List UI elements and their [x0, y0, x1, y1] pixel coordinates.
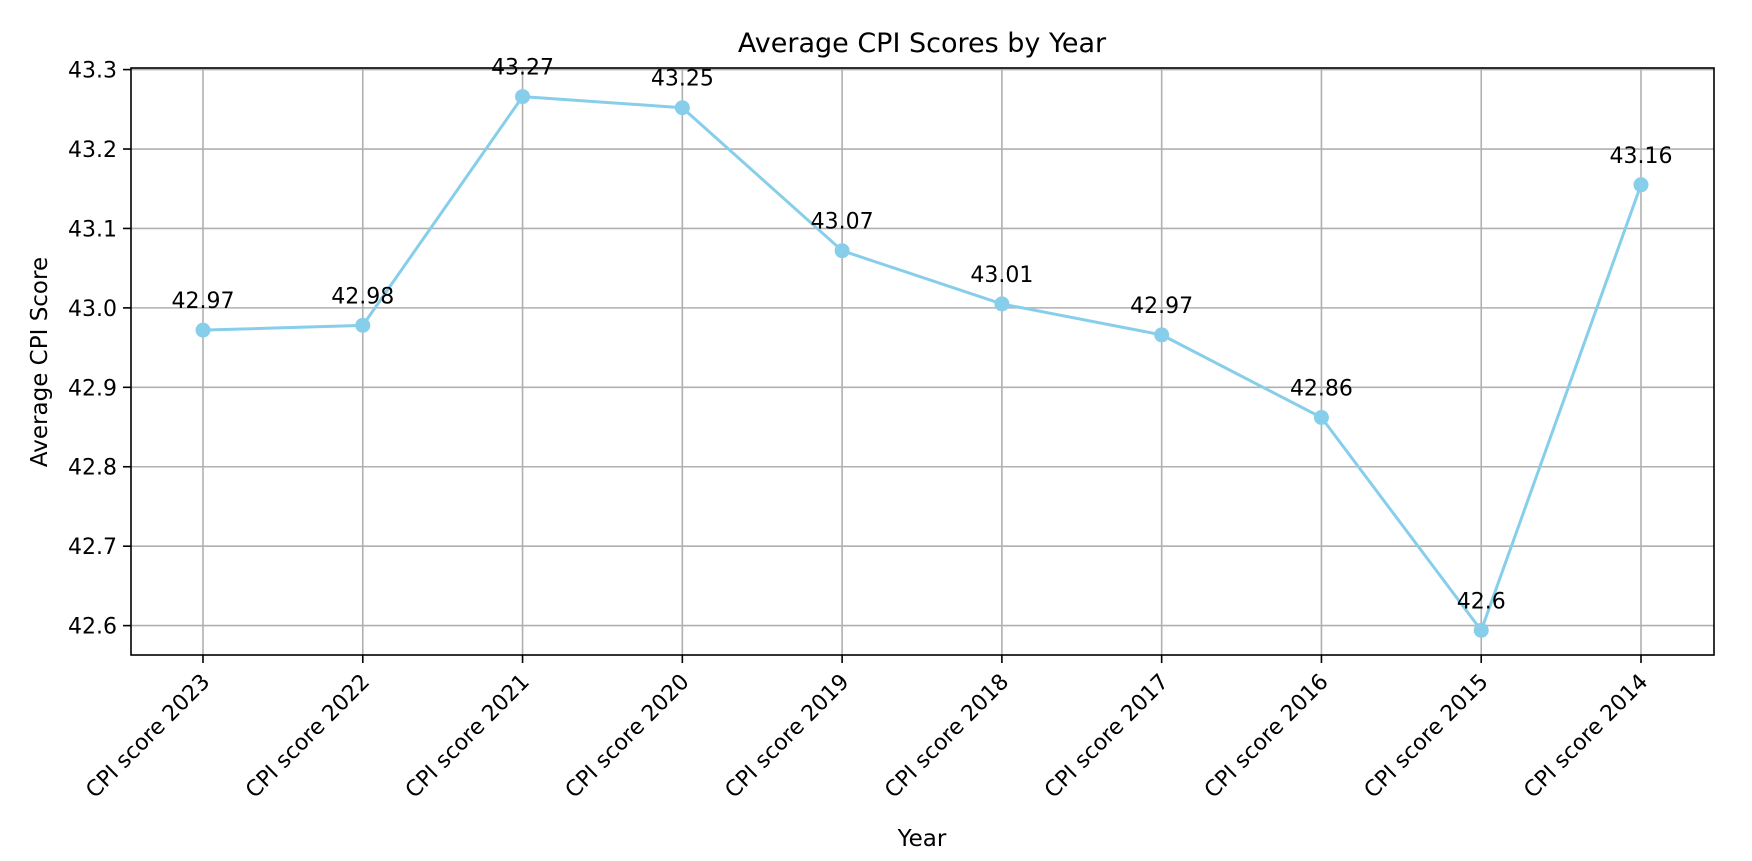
- y-axis: 42.6 42.7 42.8 42.9 43.0 43.1 43.2 43.3: [68, 59, 131, 640]
- data-point: [1633, 177, 1649, 193]
- horizontal-gridlines: [131, 68, 1714, 627]
- data-label: 42.98: [331, 284, 394, 309]
- data-label: 43.25: [651, 67, 714, 92]
- y-tick-label: 42.6: [68, 615, 117, 640]
- data-point: [994, 296, 1010, 312]
- data-label: 43.01: [970, 263, 1033, 288]
- data-point: [515, 89, 531, 105]
- y-tick-label: 42.8: [68, 456, 117, 481]
- plot-frame: [130, 67, 1715, 656]
- y-tick-label: 42.7: [68, 535, 117, 560]
- data-point: [1313, 409, 1329, 425]
- data-point: [674, 100, 690, 116]
- y-tick-label: 43.3: [68, 59, 117, 84]
- data-point: [1154, 327, 1170, 343]
- x-axis-title: Year: [897, 826, 947, 852]
- y-tick-label: 43.0: [68, 297, 117, 322]
- plot-background: [131, 68, 1714, 655]
- data-point: [834, 243, 850, 259]
- data-label: 42.86: [1290, 376, 1353, 401]
- chart-title: Average CPI Scores by Year: [738, 28, 1107, 59]
- data-label: 42.97: [1130, 294, 1193, 319]
- data-label: 42.6: [1457, 589, 1506, 614]
- y-axis-title: Average CPI Score: [27, 257, 53, 467]
- series-average-cpi: [195, 89, 1649, 638]
- y-tick-label: 43.2: [68, 138, 117, 163]
- data-point: [195, 322, 211, 338]
- data-label: 42.97: [172, 289, 235, 314]
- series-line: [202, 95, 1643, 632]
- data-point: [1473, 622, 1489, 638]
- y-tick-label: 43.1: [68, 217, 117, 242]
- data-label: 43.07: [811, 210, 874, 235]
- vertical-gridlines: [202, 68, 1642, 655]
- data-point: [355, 317, 371, 333]
- data-label: 43.16: [1610, 144, 1673, 169]
- y-tick-label: 42.9: [68, 376, 117, 401]
